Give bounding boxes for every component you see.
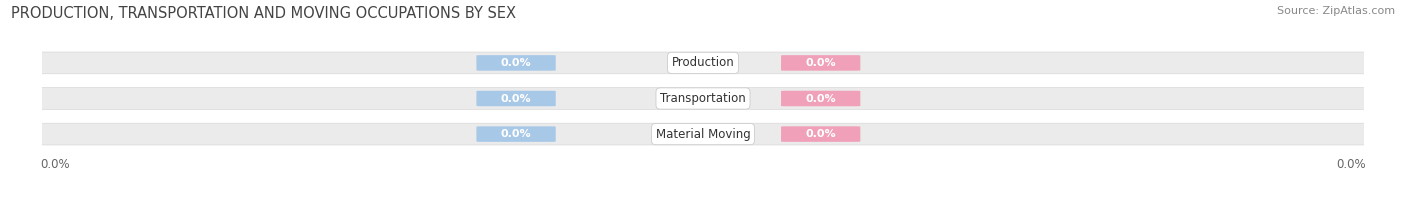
FancyBboxPatch shape	[782, 91, 860, 106]
FancyBboxPatch shape	[32, 88, 1374, 109]
Text: Material Moving: Material Moving	[655, 128, 751, 141]
Text: 0.0%: 0.0%	[501, 94, 531, 103]
FancyBboxPatch shape	[32, 52, 1374, 74]
FancyBboxPatch shape	[782, 55, 860, 71]
Text: 0.0%: 0.0%	[806, 129, 837, 139]
Text: 0.0%: 0.0%	[501, 129, 531, 139]
Text: 0.0%: 0.0%	[806, 94, 837, 103]
FancyBboxPatch shape	[477, 91, 555, 106]
FancyBboxPatch shape	[782, 126, 860, 142]
Text: 0.0%: 0.0%	[806, 58, 837, 68]
Text: PRODUCTION, TRANSPORTATION AND MOVING OCCUPATIONS BY SEX: PRODUCTION, TRANSPORTATION AND MOVING OC…	[11, 6, 516, 21]
FancyBboxPatch shape	[32, 123, 1374, 145]
FancyBboxPatch shape	[477, 55, 555, 71]
Text: Production: Production	[672, 56, 734, 69]
Text: Transportation: Transportation	[661, 92, 745, 105]
Text: 0.0%: 0.0%	[501, 58, 531, 68]
Text: Source: ZipAtlas.com: Source: ZipAtlas.com	[1277, 6, 1395, 16]
FancyBboxPatch shape	[477, 126, 555, 142]
